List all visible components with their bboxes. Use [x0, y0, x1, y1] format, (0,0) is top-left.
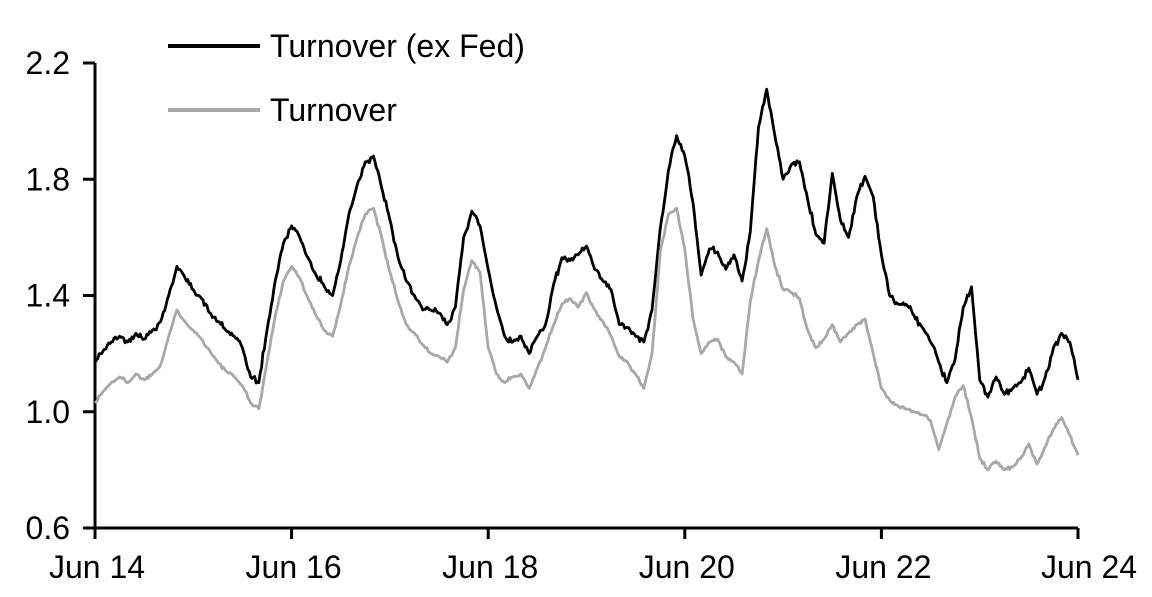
x-axis-label: Jun 24 — [1041, 549, 1137, 585]
legend-line-sample-black — [168, 44, 260, 48]
y-axis-label: 0.6 — [26, 510, 70, 546]
series-line-turnover — [94, 206, 1080, 472]
series-line-turnover-ex-fed — [93, 87, 1080, 399]
legend-label-turnover: Turnover — [270, 92, 397, 128]
x-axis-label: Jun 14 — [49, 549, 145, 585]
y-axis-label: 1.0 — [26, 394, 70, 430]
y-axis-label: 1.4 — [26, 278, 70, 314]
y-axis-label: 2.2 — [26, 45, 70, 81]
legend-line-sample-gray — [168, 108, 260, 112]
legend-item-turnover-ex-fed: Turnover (ex Fed) — [168, 26, 525, 66]
x-axis-label: Jun 22 — [835, 549, 931, 585]
legend-item-turnover: Turnover — [168, 90, 525, 130]
legend-label-turnover-ex-fed: Turnover (ex Fed) — [270, 28, 525, 64]
y-axis-label: 1.8 — [26, 161, 70, 197]
x-axis-label: Jun 16 — [246, 549, 342, 585]
x-axis-label: Jun 20 — [639, 549, 735, 585]
x-axis-label: Jun 18 — [442, 549, 538, 585]
chart-legend: Turnover (ex Fed) Turnover — [168, 26, 525, 154]
